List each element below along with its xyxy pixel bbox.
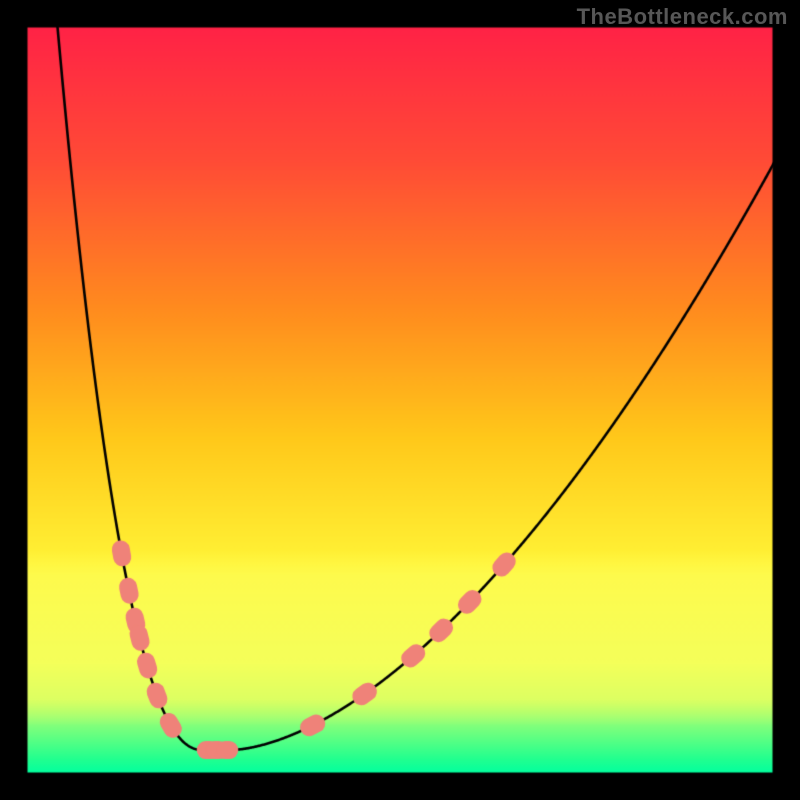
watermark-text: TheBottleneck.com bbox=[577, 4, 788, 30]
chart-stage: TheBottleneck.com bbox=[0, 0, 800, 800]
gradient-background bbox=[0, 0, 800, 800]
